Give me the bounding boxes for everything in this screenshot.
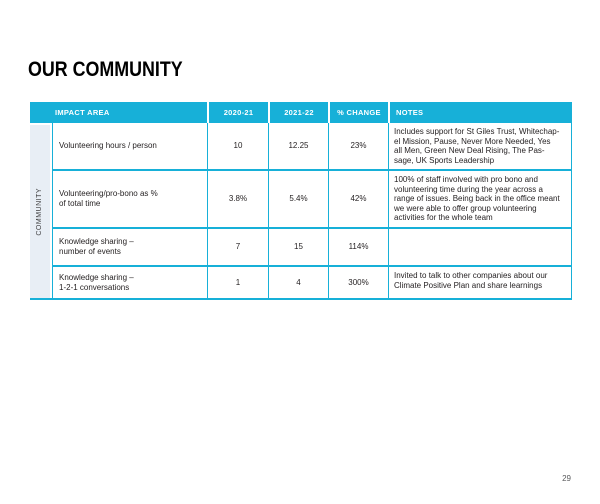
value-2021-22-cell: 4 [268,267,328,298]
impact-area-cell: Volunteering hours / person [52,123,207,169]
community-impact-table: IMPACT AREA 2020-21 2021-22 % CHANGE NOT… [30,102,572,300]
impact-area-cell: Knowledge sharing – 1-2-1 conversations [52,267,207,298]
table-rows: Volunteering hours / person 10 12.25 23%… [52,123,572,298]
header-2020-21: 2020-21 [207,102,268,123]
header-percent-change: % CHANGE [328,102,388,123]
table-body: COMMUNITY Volunteering hours / person 10… [30,123,572,300]
value-2021-22-cell: 12.25 [268,123,328,169]
table-row: Knowledge sharing – number of events 7 1… [52,227,572,265]
header-notes: NOTES [388,102,572,123]
value-2020-21-cell: 1 [207,267,268,298]
percent-change-cell: 23% [328,123,388,169]
header-impact-area: IMPACT AREA [55,107,110,117]
category-label: COMMUNITY [36,187,44,236]
table-row: Volunteering/pro-bono as % of total time… [52,169,572,227]
percent-change-cell: 300% [328,267,388,298]
percent-change-cell: 42% [328,171,388,227]
page-title: OUR COMMUNITY [28,58,183,81]
value-2020-21-cell: 10 [207,123,268,169]
value-2021-22-cell: 15 [268,229,328,265]
percent-change-cell: 114% [328,229,388,265]
table-row: Volunteering hours / person 10 12.25 23%… [52,123,572,169]
notes-cell: Includes support for St Giles Trust, Whi… [388,123,572,169]
impact-area-cell: Knowledge sharing – number of events [52,229,207,265]
table-row: Knowledge sharing – 1-2-1 conversations … [52,265,572,298]
notes-cell: Invited to talk to other companies about… [388,267,572,298]
value-2020-21-cell: 7 [207,229,268,265]
value-2021-22-cell: 5.4% [268,171,328,227]
notes-cell [388,229,572,265]
page-number: 29 [562,474,571,483]
value-2020-21-cell: 3.8% [207,171,268,227]
category-column: COMMUNITY [30,123,50,298]
impact-area-cell: Volunteering/pro-bono as % of total time [52,171,207,227]
header-2021-22: 2021-22 [268,102,328,123]
table-header-row: IMPACT AREA 2020-21 2021-22 % CHANGE NOT… [30,102,572,123]
notes-cell: 100% of staff involved with pro bono and… [388,171,572,227]
